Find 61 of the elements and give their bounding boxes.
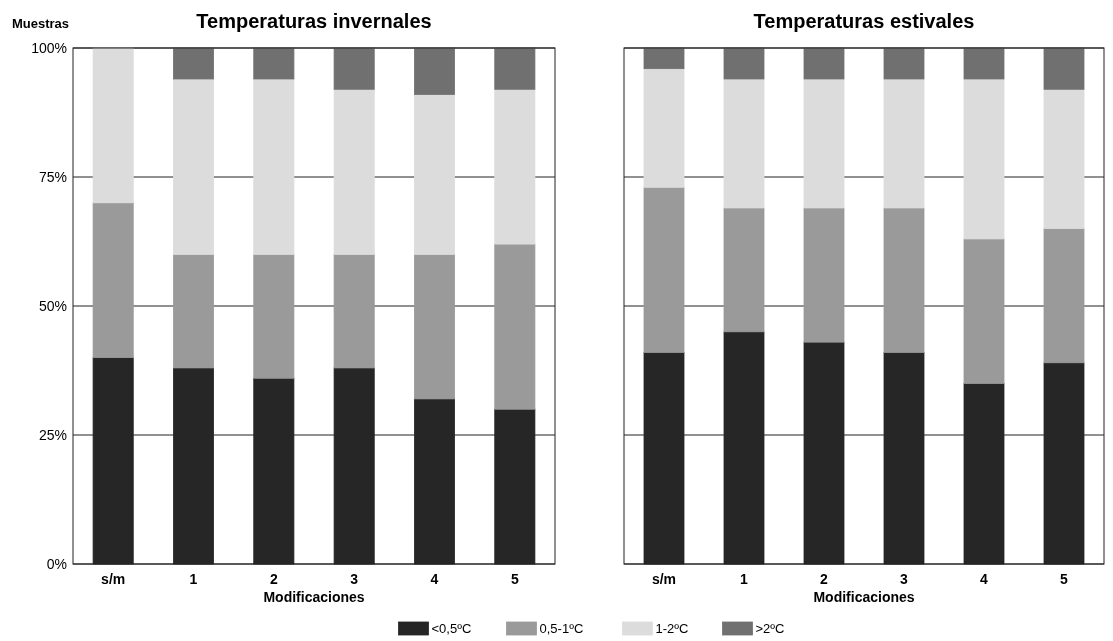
x-tick-label: 5 <box>1060 571 1069 587</box>
chart-title: Temperaturas estivales <box>753 10 975 32</box>
chart-title: Temperaturas invernales <box>196 10 432 32</box>
bar <box>333 88 375 255</box>
y-tick-label: 100% <box>31 39 67 56</box>
bar <box>494 88 536 245</box>
x-axis-title: Modificaciones <box>263 589 365 605</box>
bar <box>643 68 685 188</box>
bar <box>414 94 455 255</box>
bar <box>963 78 1005 240</box>
bar <box>333 254 375 369</box>
bar <box>883 207 925 353</box>
bar <box>1043 228 1085 364</box>
bar <box>723 78 765 209</box>
bar <box>414 254 455 400</box>
bar <box>803 78 845 209</box>
legend-label: >2ºC <box>755 621 785 636</box>
x-tick-label: 3 <box>900 571 909 587</box>
bar <box>173 47 214 80</box>
bar <box>333 47 375 90</box>
bar <box>723 47 765 80</box>
bar <box>803 207 845 343</box>
legend-label: 0,5-1ºC <box>539 621 584 636</box>
bar <box>494 47 536 90</box>
bar <box>173 254 214 369</box>
x-axis-title: Modificaciones <box>813 589 915 605</box>
bar <box>643 47 685 70</box>
x-tick-label: s/m <box>101 571 126 587</box>
bar <box>883 78 925 209</box>
y-tick-label: 0% <box>46 555 67 572</box>
bar <box>1043 88 1085 229</box>
x-tick-label: 1 <box>189 571 198 587</box>
legend-label: <0,5ºC <box>431 621 472 636</box>
bar <box>253 78 295 255</box>
bar <box>803 47 845 80</box>
legend-label: 1-2ºC <box>655 621 689 636</box>
bar <box>253 254 295 379</box>
x-tick-label: 4 <box>980 571 989 587</box>
x-tick-label: 1 <box>740 571 749 587</box>
x-tick-label: s/m <box>651 571 677 587</box>
bar <box>173 78 214 255</box>
bar <box>883 47 925 80</box>
bar <box>723 207 765 333</box>
x-tick-label: 2 <box>269 571 278 587</box>
bar <box>414 47 455 95</box>
bar <box>643 186 685 353</box>
bar <box>92 202 134 358</box>
y-axis-title: Muestras <box>12 16 70 31</box>
bar <box>963 47 1005 80</box>
bar <box>494 243 536 410</box>
bar <box>253 47 295 80</box>
x-tick-label: 3 <box>350 571 359 587</box>
y-tick-label: 25% <box>38 426 67 443</box>
x-tick-label: 5 <box>510 571 519 587</box>
x-tick-label: 2 <box>820 571 829 587</box>
x-tick-label: 4 <box>430 571 439 587</box>
bar <box>92 47 134 204</box>
bar <box>963 238 1005 384</box>
y-tick-label: 75% <box>38 168 67 185</box>
y-tick-label: 50% <box>38 297 67 314</box>
bar <box>1043 47 1085 90</box>
